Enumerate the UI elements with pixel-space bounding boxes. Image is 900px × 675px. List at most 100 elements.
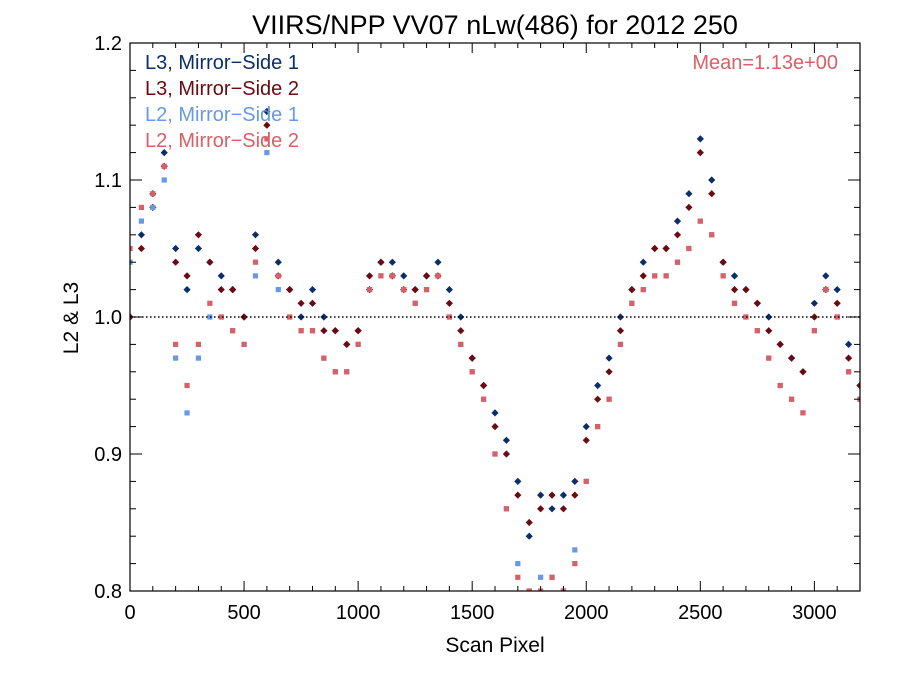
data-point (823, 287, 829, 293)
data-point (754, 328, 760, 334)
data-point (548, 505, 556, 513)
data-point (218, 314, 224, 320)
data-point (800, 410, 806, 416)
data-point (833, 286, 841, 294)
data-point (844, 354, 853, 362)
data-point (252, 273, 259, 279)
data-point (366, 287, 373, 293)
series-4 (130, 136, 860, 591)
data-point (673, 217, 682, 225)
data-point (457, 327, 465, 335)
data-point (549, 574, 555, 580)
data-point (297, 313, 305, 321)
x-tick-label: 500 (227, 602, 260, 624)
data-point (150, 204, 156, 210)
data-point (229, 286, 237, 294)
data-point (525, 518, 533, 527)
data-point (652, 273, 658, 279)
data-point (173, 341, 179, 347)
data-point (639, 272, 647, 280)
data-point (457, 313, 465, 321)
data-point (673, 231, 682, 239)
data-point (799, 368, 807, 376)
data-point (264, 150, 270, 156)
data-point (172, 244, 180, 253)
legend-entry: L3, Mirror−Side 2 (145, 78, 299, 100)
data-point (811, 328, 817, 334)
data-point (479, 381, 488, 390)
data-point (130, 245, 133, 252)
data-point (275, 287, 281, 293)
data-point (685, 203, 693, 211)
data-point (548, 491, 556, 499)
legend-entry: L2, Mirror−Side 1 (145, 104, 299, 126)
x-tick-label: 0 (124, 602, 135, 624)
data-point (502, 436, 511, 444)
data-point (720, 273, 726, 279)
data-point (458, 341, 464, 347)
data-point (685, 190, 693, 198)
data-point (343, 340, 351, 348)
data-point (822, 272, 830, 280)
data-point (709, 232, 715, 238)
data-point (388, 258, 396, 266)
data-point (834, 314, 840, 320)
data-point (616, 327, 625, 335)
data-point (389, 273, 395, 279)
data-point (708, 176, 716, 184)
x-axis-label: Scan Pixel (445, 634, 544, 657)
data-point (526, 588, 532, 591)
data-point (251, 231, 260, 239)
data-point (515, 561, 521, 567)
data-points (130, 107, 860, 591)
data-point (514, 477, 522, 485)
data-point (480, 396, 487, 402)
data-point (252, 259, 259, 265)
data-point (298, 328, 304, 334)
data-point (742, 286, 750, 294)
data-point (571, 491, 579, 499)
data-point (731, 300, 738, 306)
data-point (639, 258, 647, 266)
data-point (195, 341, 202, 347)
data-point (515, 574, 521, 580)
axis-ticks: 0 500 1000 1500 2000 2500 3000 0.8 0.9 1.0 1.1 1.2 (94, 33, 860, 624)
data-point (263, 107, 271, 116)
data-point (606, 396, 612, 402)
data-point (583, 478, 589, 484)
mean-annotation: Mean=1.13e+00 (692, 52, 838, 74)
data-point (184, 410, 190, 416)
data-point (445, 299, 453, 307)
data-point (241, 341, 247, 347)
data-point (617, 341, 624, 347)
data-point (194, 244, 203, 253)
data-point (492, 451, 498, 457)
data-point (321, 355, 327, 361)
data-point (594, 381, 602, 390)
y-tick-label: 1.1 (94, 170, 122, 192)
data-point (308, 286, 317, 294)
data-point (594, 395, 602, 403)
data-point (446, 314, 452, 320)
data-point (344, 369, 350, 375)
data-point (161, 177, 167, 183)
data-point (264, 136, 270, 142)
data-point (582, 436, 590, 444)
data-point (194, 231, 203, 239)
data-point (537, 505, 545, 513)
data-point (217, 286, 225, 294)
data-point (502, 450, 511, 458)
data-point (674, 259, 681, 265)
x-tick-label: 3000 (792, 602, 837, 624)
data-point (150, 191, 156, 197)
data-point (662, 244, 670, 253)
data-point (207, 314, 213, 320)
data-point (856, 381, 860, 390)
data-point (320, 313, 328, 321)
data-point (582, 423, 590, 431)
chart-title: VIIRS/NPP VV07 nLw(486) for 2012 250 (252, 10, 738, 40)
y-tick-label: 1.0 (94, 307, 122, 329)
data-point (297, 299, 305, 307)
data-point (138, 204, 145, 210)
